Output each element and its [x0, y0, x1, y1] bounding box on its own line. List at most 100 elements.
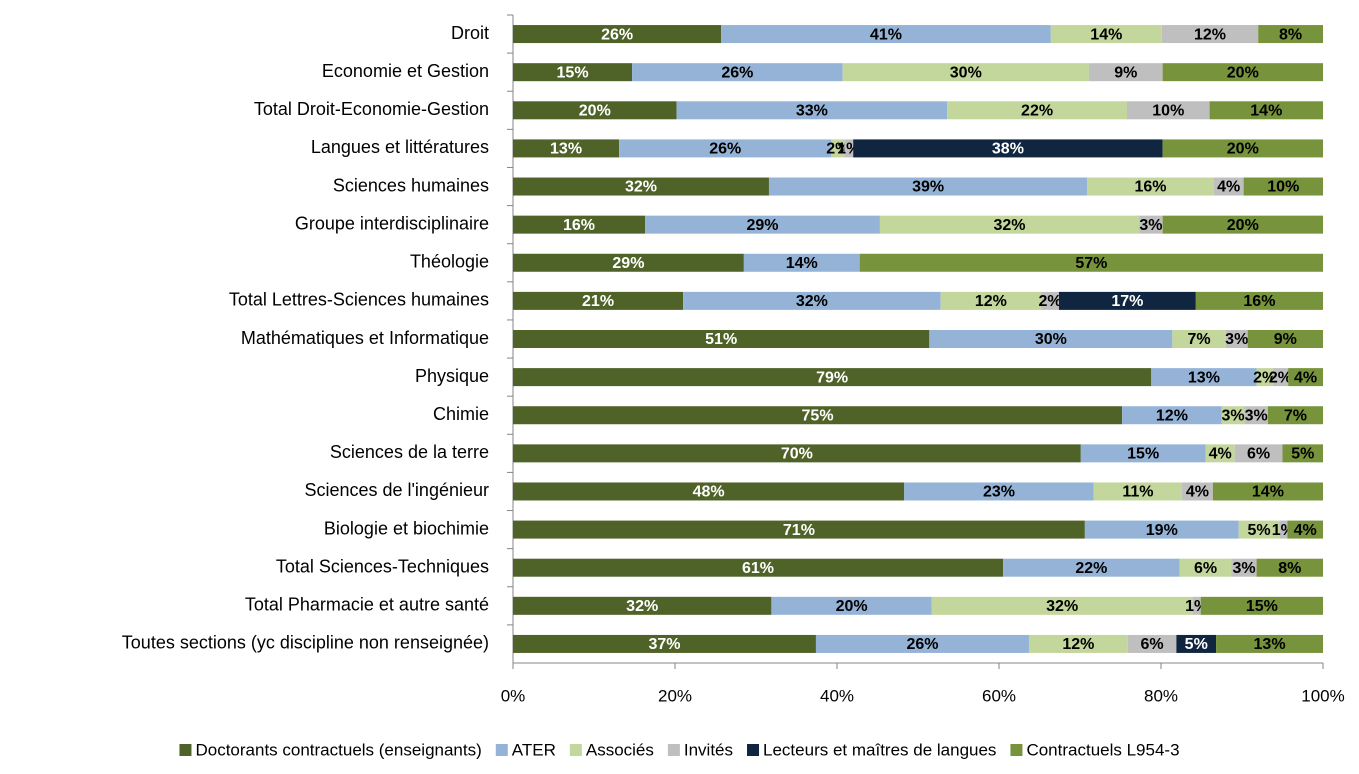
value-label: 6% [1141, 636, 1164, 653]
bar-segment [676, 101, 948, 120]
bar-segment [513, 291, 684, 310]
value-label: 3% [1139, 217, 1162, 234]
bar-segment [1225, 330, 1248, 348]
value-label: 30% [1035, 331, 1067, 348]
bar-segment [632, 63, 843, 82]
value-label: 16% [563, 217, 595, 234]
value-label: 32% [1046, 598, 1078, 615]
bar-segment [1003, 558, 1180, 577]
bar-segment [1195, 291, 1323, 310]
bar-segment [513, 406, 1123, 425]
value-label: 15% [557, 64, 589, 81]
y-tick-label: Droit [451, 23, 489, 43]
legend-swatch [667, 744, 680, 756]
value-label: 9% [1114, 64, 1137, 81]
value-label: 13% [1188, 369, 1220, 386]
value-label: 6% [1247, 446, 1270, 463]
bar-segment [513, 634, 816, 653]
value-label: 10% [1267, 179, 1299, 196]
bar-segment [513, 558, 1004, 577]
value-label: 13% [550, 141, 582, 158]
bar-segment [1272, 368, 1289, 387]
value-label: 3% [1232, 560, 1255, 577]
bar-segment [1238, 520, 1280, 539]
value-label: 10% [1152, 103, 1184, 120]
bar-segment [842, 63, 1089, 82]
bar-segment [1126, 101, 1210, 120]
value-label: 4% [1294, 522, 1317, 539]
value-label: 32% [796, 293, 828, 310]
bar-segment [513, 177, 769, 196]
y-tick-label: Economie et Gestion [322, 61, 489, 81]
x-tick-label: 0% [501, 686, 526, 705]
bar-segment [1172, 330, 1226, 348]
value-label: 48% [693, 484, 725, 501]
bar-segment [1028, 634, 1128, 653]
value-label: 14% [1250, 103, 1282, 120]
bar-segment [513, 520, 1085, 539]
legend-label: Associés [586, 740, 654, 759]
bar-segment [513, 596, 772, 615]
bar-segment [1176, 634, 1217, 653]
value-label: 20% [1227, 64, 1259, 81]
bar-segment [513, 63, 633, 82]
value-label: 15% [1127, 446, 1159, 463]
bar-segment [1050, 25, 1162, 44]
value-label: 4% [1186, 484, 1209, 501]
value-label: 26% [709, 141, 741, 158]
value-label: 17% [1111, 293, 1143, 310]
bar-segment [1231, 558, 1257, 577]
value-label: 26% [906, 636, 938, 653]
value-label: 2% [826, 141, 849, 158]
value-label: 5% [1247, 522, 1270, 539]
bar-segment [513, 330, 930, 348]
bar-segment [844, 139, 854, 158]
legend-label: ATER [512, 740, 556, 759]
value-label: 15% [1246, 598, 1278, 615]
bar-segment [1088, 63, 1163, 82]
bar-segment [1267, 406, 1323, 425]
value-label: 7% [1284, 407, 1307, 424]
bar-segment [1151, 368, 1257, 387]
y-tick-label: Théologie [410, 252, 489, 272]
bar-segment [768, 177, 1088, 196]
bar-segment [1122, 406, 1222, 425]
bar-segment [1258, 25, 1323, 44]
bar-segment [513, 444, 1081, 463]
bar-segment [1209, 101, 1323, 120]
bar-segment [513, 139, 620, 158]
value-label: 4% [1209, 446, 1232, 463]
y-tick-label: Sciences de l'ingénieur [304, 480, 489, 500]
bar-segment [1256, 558, 1323, 577]
value-label: 4% [1294, 369, 1317, 386]
x-tick-label: 40% [820, 686, 854, 705]
value-label: 70% [781, 446, 813, 463]
value-label: 16% [1134, 179, 1166, 196]
legend-swatch [179, 744, 192, 756]
value-label: 41% [870, 26, 902, 43]
bar-segment [1084, 520, 1239, 539]
bar-segment [1288, 368, 1323, 387]
legend-label: Invités [684, 740, 733, 759]
bar-segment [1279, 520, 1288, 539]
y-tick-label: Chimie [433, 404, 489, 424]
value-label: 16% [1243, 293, 1275, 310]
value-label: 14% [1252, 484, 1284, 501]
bar-segment [1256, 368, 1273, 387]
legend-label: Lecteurs et maîtres de langues [763, 740, 996, 759]
y-tick-label: Langues et littératures [311, 137, 489, 157]
legend-swatch [569, 744, 582, 756]
bar-segment [1216, 634, 1323, 653]
bar-segment [1234, 444, 1283, 463]
value-label: 11% [1122, 484, 1153, 501]
bar-segment [1212, 482, 1323, 501]
value-label: 61% [742, 560, 774, 577]
value-label: 12% [1156, 407, 1188, 424]
bar-segment [859, 253, 1323, 272]
y-tick-label: Toutes sections (yc discipline non rense… [122, 633, 489, 653]
value-label: 7% [1188, 331, 1211, 348]
value-label: 38% [992, 141, 1024, 158]
value-label: 22% [1021, 103, 1053, 120]
bar-segment [1213, 177, 1244, 196]
legend-swatch [1010, 744, 1023, 756]
